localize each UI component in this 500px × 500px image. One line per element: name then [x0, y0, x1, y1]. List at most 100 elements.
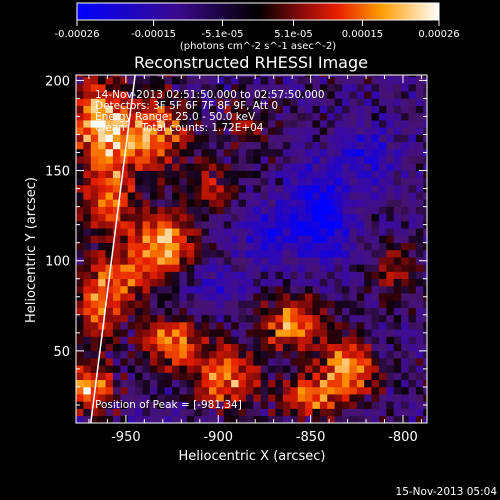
heatmap-cell: [245, 264, 254, 272]
heatmap-cell: [290, 91, 298, 99]
heatmap-cell: [231, 228, 239, 236]
heatmap-cell: [342, 112, 350, 121]
heatmap-cell: [386, 192, 395, 200]
heatmap-cell: [157, 394, 165, 402]
heatmap-cell: [90, 372, 99, 381]
heatmap-cell: [127, 105, 136, 114]
heatmap-cell: [186, 76, 195, 85]
heatmap-cell: [290, 394, 298, 402]
heatmap-cell: [268, 98, 276, 106]
heatmap-cell: [282, 98, 291, 106]
heatmap-cell: [334, 293, 343, 301]
heatmap-cell: [378, 141, 387, 150]
heatmap-cell: [356, 336, 365, 344]
heatmap-cell: [76, 242, 84, 251]
heatmap-cell: [231, 242, 239, 251]
heatmap-cell: [90, 112, 99, 121]
heatmap-cell: [223, 343, 232, 352]
heatmap-cell: [90, 249, 99, 258]
heatmap-cell: [297, 91, 306, 99]
heatmap-cell: [260, 76, 269, 85]
heatmap-cell: [83, 336, 92, 344]
heatmap-cell: [149, 177, 158, 186]
heatmap-cell: [282, 314, 291, 323]
heatmap-cell: [268, 372, 276, 381]
heatmap-cell: [334, 401, 343, 409]
heatmap-cell: [238, 184, 247, 193]
heatmap-cell: [290, 170, 298, 179]
heatmap-cell: [408, 242, 417, 251]
heatmap-cell: [297, 163, 306, 171]
heatmap-cell: [408, 343, 417, 352]
heatmap-cell: [157, 379, 165, 388]
heatmap-cell: [393, 343, 402, 352]
heatmap-cell: [245, 163, 254, 171]
heatmap-cell: [127, 141, 136, 150]
heatmap-cell: [393, 184, 402, 193]
heatmap-cell: [83, 350, 92, 359]
heatmap-cell: [135, 84, 143, 92]
heatmap-cell: [120, 322, 129, 330]
heatmap-cell: [142, 141, 151, 150]
heatmap-cell: [327, 278, 335, 287]
heatmap-cell: [305, 221, 313, 229]
heatmap-cell: [334, 213, 343, 222]
heatmap-cell: [386, 213, 395, 222]
heatmap-cell: [83, 285, 92, 294]
heatmap-cell: [172, 76, 180, 85]
heatmap-cell: [238, 177, 247, 186]
heatmap-cell: [364, 307, 372, 316]
heatmap-cell: [120, 127, 129, 135]
heatmap-cell: [201, 285, 210, 294]
heatmap-cell: [172, 112, 180, 121]
heatmap-cell: [98, 415, 106, 423]
heatmap-cell: [223, 105, 232, 114]
heatmap-cell: [105, 221, 114, 229]
heatmap-cell: [401, 148, 409, 157]
heatmap-cell: [245, 307, 254, 316]
heatmap-cell: [231, 127, 239, 135]
heatmap-cell: [334, 379, 343, 388]
heatmap-cell: [127, 293, 136, 301]
heatmap-cell: [260, 91, 269, 99]
y-tick-label: 100: [45, 255, 70, 270]
heatmap-cell: [231, 285, 239, 294]
heatmap-cell: [112, 105, 121, 114]
heatmap-cell: [253, 184, 262, 193]
heatmap-cell: [312, 278, 321, 287]
heatmap-cell: [312, 192, 321, 200]
heatmap-cell: [83, 401, 92, 409]
heatmap-cell: [334, 278, 343, 287]
heatmap-cell: [393, 372, 402, 381]
heatmap-cell: [371, 163, 380, 171]
heatmap-cell: [127, 271, 136, 280]
heatmap-cell: [290, 343, 298, 352]
heatmap-cell: [231, 192, 239, 200]
heatmap-cell: [216, 386, 225, 395]
heatmap-cell: [127, 235, 136, 243]
heatmap-cell: [268, 358, 276, 366]
heatmap-cell: [90, 343, 99, 352]
heatmap-cell: [83, 184, 92, 193]
heatmap-cell: [83, 141, 92, 150]
heatmap-cell: [231, 329, 239, 337]
heatmap-cell: [149, 314, 158, 323]
heatmap-cell: [290, 177, 298, 186]
heatmap-cell: [371, 91, 380, 99]
heatmap-cell: [201, 365, 210, 373]
heatmap-cell: [401, 271, 409, 280]
heatmap-cell: [120, 314, 129, 323]
heatmap-cell: [364, 257, 372, 265]
heatmap-cell: [238, 336, 247, 344]
heatmap-cell: [112, 271, 121, 280]
heatmap-cell: [312, 358, 321, 366]
heatmap-cell: [135, 141, 143, 150]
heatmap-cell: [245, 329, 254, 337]
heatmap-cell: [179, 84, 188, 92]
heatmap-cell: [312, 127, 321, 135]
heatmap-cell: [209, 329, 217, 337]
heatmap-cell: [253, 127, 262, 135]
heatmap-cell: [164, 235, 173, 243]
heatmap-cell: [297, 148, 306, 157]
heatmap-cell: [76, 343, 84, 352]
